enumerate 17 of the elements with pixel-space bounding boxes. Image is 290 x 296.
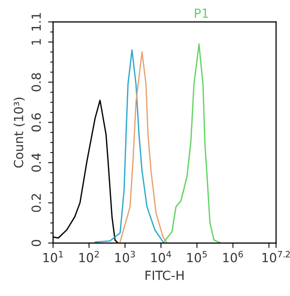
y-tick-label: 1 [32,39,41,45]
x-tick-label: 10$^{2}$ [79,250,99,262]
chart-title: P1 [194,8,208,18]
y-tick-label: 0 [31,240,41,246]
y-tick-label: 0.8 [31,73,41,92]
y-tick-label: 0.6 [31,113,41,132]
x-tick-label: 10$^{4}$ [151,250,172,262]
x-tick-label: 10$^{7.2}$ [262,250,290,262]
x-tick-label: 10$^{3}$ [115,250,135,262]
y-tick-label: 0.2 [31,194,41,212]
y-tick-label: 1.1 [32,13,41,30]
x-tick-label: 10$^{1}$ [43,250,63,262]
y-tick-label: 0.4 [31,153,41,172]
x-tick-label: 10$^{5}$ [187,250,207,262]
y-axis-title: Count (10³) [14,98,25,168]
x-tick-label: 10$^{6}$ [223,250,243,262]
x-axis-title: FITC-H [146,270,184,280]
